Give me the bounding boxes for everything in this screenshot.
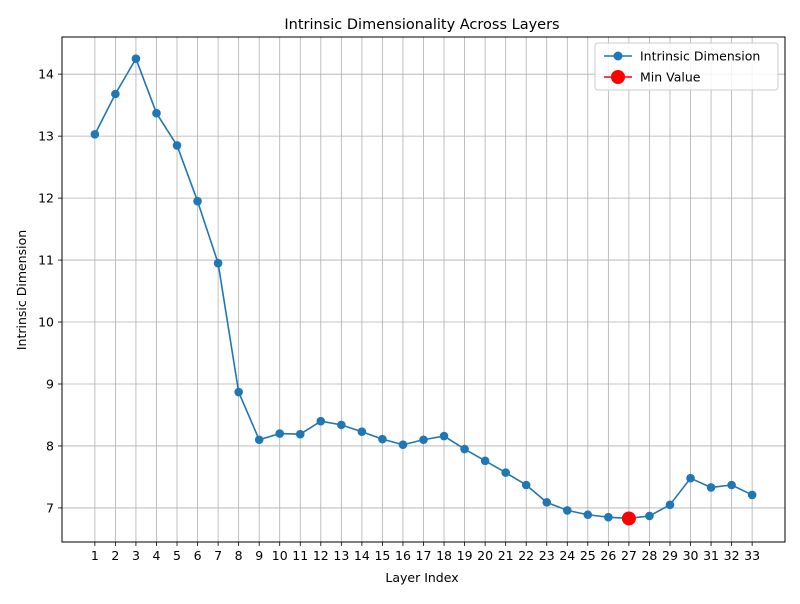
- data-point: [686, 473, 695, 483]
- data-point: [275, 429, 285, 438]
- x-tick-label: 33: [744, 548, 760, 563]
- data-point: [378, 434, 387, 444]
- x-tick-label: 25: [580, 548, 596, 563]
- x-tick-label: 17: [416, 548, 432, 563]
- y-tick-label: 9: [46, 376, 54, 391]
- x-tick-label: 3: [132, 548, 140, 563]
- data-point: [357, 427, 367, 437]
- y-axis-label: Intrinsic Dimension: [14, 230, 29, 350]
- y-tick-label: 11: [38, 253, 54, 268]
- data-point: [111, 89, 120, 99]
- legend-label-min: Min Value: [640, 70, 701, 85]
- x-tick-label: 28: [641, 548, 657, 563]
- chart-title: Intrinsic Dimensionality Across Layers: [284, 17, 559, 33]
- x-tick-label: 22: [518, 548, 534, 563]
- data-point: [213, 258, 223, 268]
- x-tick-label: 21: [498, 548, 514, 563]
- legend-marker-intrinsic: [613, 51, 623, 61]
- x-tick-label: 31: [703, 548, 719, 563]
- x-tick-label: 29: [662, 548, 678, 563]
- data-point: [254, 435, 264, 445]
- x-tick-label: 23: [539, 548, 555, 563]
- x-tick-label: 10: [272, 548, 288, 563]
- data-point: [665, 500, 675, 510]
- data-point: [234, 387, 243, 397]
- y-tick-label: 13: [38, 129, 54, 144]
- x-tick-label: 6: [194, 548, 202, 563]
- x-tick-label: 24: [559, 548, 575, 563]
- legend-label-intrinsic: Intrinsic Dimension: [640, 49, 760, 64]
- y-tick-label: 14: [38, 67, 54, 82]
- x-tick-label: 2: [111, 548, 119, 563]
- data-point: [90, 129, 100, 139]
- data-point: [604, 512, 613, 522]
- x-tick-label: 12: [313, 548, 329, 563]
- x-tick-label: 27: [621, 548, 637, 563]
- y-tick-label: 7: [46, 500, 54, 515]
- x-tick-label: 16: [395, 548, 411, 563]
- legend-box: [594, 42, 779, 91]
- series-markers: [90, 54, 757, 526]
- data-point: [316, 416, 326, 426]
- x-tick-label: 1: [91, 548, 99, 563]
- x-tick-label: 4: [153, 548, 161, 563]
- x-axis-label: Layer Index: [385, 570, 458, 585]
- x-tick-label: 11: [292, 548, 308, 563]
- data-point: [295, 429, 305, 439]
- data-point: [480, 456, 490, 466]
- legend: Intrinsic Dimension Min Value: [594, 42, 779, 91]
- data-point: [439, 431, 449, 441]
- x-tick-label: 18: [436, 548, 452, 563]
- y-tick-label: 12: [38, 191, 54, 206]
- x-axis-ticks: 1 2 3 4 5 6 7 8 9 10 11 12 13 14 15 16 17 18 19 20 21 22 23 24 2…: [91, 542, 760, 563]
- data-point: [706, 483, 716, 492]
- min-value-marker: [621, 511, 636, 526]
- x-tick-label: 19: [457, 548, 473, 563]
- x-tick-label: 15: [374, 548, 390, 563]
- x-tick-label: 14: [354, 548, 370, 563]
- x-tick-label: 30: [683, 548, 699, 563]
- data-point: [542, 498, 552, 507]
- data-point: [521, 480, 531, 490]
- y-tick-label: 10: [38, 315, 54, 330]
- x-tick-label: 7: [214, 548, 222, 563]
- y-tick-label: 8: [46, 438, 54, 453]
- x-tick-label: 9: [255, 548, 263, 563]
- data-point: [747, 490, 757, 500]
- x-tick-label: 20: [477, 548, 493, 563]
- data-point: [398, 440, 408, 450]
- data-point: [193, 196, 202, 206]
- data-point: [172, 141, 182, 150]
- data-point: [460, 444, 469, 454]
- data-point: [501, 468, 510, 477]
- x-tick-label: 26: [600, 548, 616, 563]
- data-point: [131, 54, 141, 63]
- data-point: [419, 435, 428, 445]
- data-point: [727, 480, 736, 490]
- x-tick-label: 13: [333, 548, 349, 563]
- data-point: [562, 506, 572, 515]
- legend-marker-min: [611, 70, 625, 84]
- y-axis-ticks: 7 8 9 10 11 12 13 14: [38, 67, 62, 515]
- data-point: [583, 510, 593, 520]
- x-tick-label: 5: [173, 548, 181, 563]
- x-tick-label: 32: [724, 548, 740, 563]
- data-point: [152, 108, 161, 118]
- data-point: [645, 511, 654, 521]
- data-point: [337, 420, 346, 430]
- x-tick-label: 8: [235, 548, 243, 563]
